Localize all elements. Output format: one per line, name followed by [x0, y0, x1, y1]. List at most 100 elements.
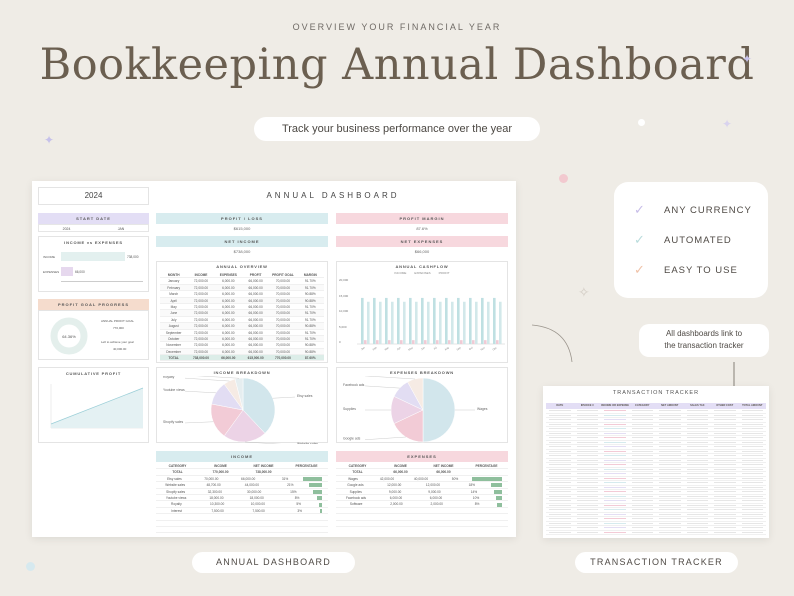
tracker-row[interactable] — [546, 427, 766, 432]
table-row: March 72,000.00 6,000.00 66,000.00 70,000.00… — [160, 291, 324, 298]
tracker-cell — [604, 455, 626, 457]
tracker-cell — [714, 509, 736, 511]
table-row: Royalty 10,300.00 10,000.00 5% — [156, 501, 328, 508]
tracker-row[interactable] — [546, 531, 766, 535]
tracker-row[interactable] — [546, 517, 766, 522]
pie-leader-line — [364, 376, 416, 380]
percentage-bar — [313, 489, 322, 494]
income-vs-expenses-card: INCOME vs EXPENSES INCOME 738,000 EXPENS… — [38, 236, 149, 292]
tracker-row[interactable] — [546, 508, 766, 513]
tracker-cell — [576, 423, 598, 425]
tracker-cell — [549, 459, 571, 461]
pie-label: Facebook ads — [343, 383, 365, 387]
tracker-row[interactable] — [546, 472, 766, 477]
tracker-row[interactable] — [546, 436, 766, 441]
tracker-row[interactable] — [546, 445, 766, 450]
tracker-row[interactable] — [546, 522, 766, 526]
tracker-cell — [741, 428, 763, 430]
tracker-row[interactable] — [546, 481, 766, 486]
tracker-row[interactable] — [546, 441, 766, 445]
table-cell: 738,000.00 — [255, 470, 272, 475]
tracker-row[interactable] — [546, 495, 766, 499]
tracker-cell — [631, 473, 653, 475]
tracker-cell — [549, 486, 571, 488]
tracker-cell — [576, 477, 598, 479]
cashflow-bar — [463, 301, 466, 344]
link-note: All dashboards link to the transaction t… — [639, 324, 769, 357]
tracker-cell — [686, 491, 708, 493]
tracker-row[interactable] — [546, 526, 766, 531]
tracker-row[interactable] — [546, 423, 766, 427]
tracker-cell — [631, 423, 653, 425]
percentage-bar — [317, 496, 322, 501]
feature-easy-to-use: ✓ EASY TO USE — [634, 262, 738, 278]
tracker-cell — [549, 477, 571, 479]
table-cell — [379, 521, 422, 526]
cashflow-bar — [412, 340, 415, 344]
table-cell: PERCENTAGE — [295, 464, 318, 468]
pie-slice — [422, 377, 456, 443]
tracker-cell — [659, 486, 681, 488]
tracker-row[interactable] — [546, 409, 766, 414]
cashflow-bar — [487, 301, 490, 344]
tracker-cell — [714, 527, 736, 529]
tracker-row[interactable] — [546, 477, 766, 481]
tracker-cell — [631, 491, 653, 493]
start-date-fields[interactable]: 2024 JAN — [38, 224, 149, 232]
table-cell: 31% — [281, 476, 289, 481]
table-cell: 70,000.00 — [275, 330, 291, 335]
table-cell: 90.88% — [304, 324, 316, 329]
tracker-cell — [659, 504, 681, 506]
table-cell — [422, 508, 465, 513]
table-cell: 70,000.00 — [275, 336, 291, 341]
table-cell — [199, 527, 242, 532]
tracker-row[interactable] — [546, 414, 766, 418]
tracker-cell — [549, 464, 571, 466]
tracker-row[interactable] — [546, 504, 766, 508]
tracker-cell — [686, 423, 708, 425]
percentage-bar — [491, 483, 502, 488]
tracker-row[interactable] — [546, 432, 766, 436]
x-tick-label: Oct — [468, 345, 474, 351]
tracker-cell — [631, 527, 653, 529]
income-table-label: INCOME — [156, 451, 328, 462]
tracker-row[interactable] — [546, 418, 766, 423]
tracker-row[interactable] — [546, 513, 766, 517]
tracker-cell — [659, 414, 681, 416]
table-row: Software 2,000.00 2,000.00 8% — [336, 501, 508, 508]
table-cell: 70,000.00 — [275, 324, 291, 329]
table-row: Interest 7,500.00 7,500.00 3% — [156, 508, 328, 515]
table-cell — [285, 527, 328, 532]
decor-dot — [26, 562, 35, 571]
table-cell: 10,000.00 — [250, 502, 265, 507]
table-row: August 72,000.00 6,000.00 66,000.00 70,000.0… — [160, 323, 324, 330]
tracker-cell — [714, 414, 736, 416]
table-cell: 72,000.00 — [193, 304, 209, 309]
table-cell: 66,000.00 — [436, 470, 451, 475]
features-card: ✓ ANY CURRENCY ✓ AUTOMATED ✓ EASY TO USE — [614, 182, 768, 298]
tracker-cell — [604, 531, 626, 533]
table-total-row: TOTAL 66,000.00 66,000.00 — [336, 469, 508, 476]
tracker-row[interactable] — [546, 486, 766, 490]
tracker-row[interactable] — [546, 463, 766, 468]
tracker-cell — [631, 468, 653, 470]
tracker-row[interactable] — [546, 490, 766, 495]
tracker-cell — [549, 473, 571, 475]
tracker-row[interactable] — [546, 450, 766, 454]
tracker-cell — [576, 459, 598, 461]
table-row: May 72,000.00 6,000.00 66,000.00 70,000.00 91… — [160, 304, 324, 311]
tracker-row[interactable] — [546, 468, 766, 472]
tracker-cell — [686, 419, 708, 421]
tracker-row[interactable] — [546, 499, 766, 504]
table-cell: 50% — [451, 476, 459, 481]
tracker-cell — [576, 410, 598, 412]
year-selector[interactable]: 2024 — [38, 187, 149, 205]
table-cell: 9,000.00 — [428, 489, 441, 494]
tracker-cell — [604, 495, 626, 497]
tracker-cell — [714, 491, 736, 493]
table-cell: 66,000.00 — [248, 336, 263, 341]
tracker-row[interactable] — [546, 459, 766, 463]
tracker-row[interactable] — [546, 454, 766, 459]
annual-cashflow-label: ANNUAL CASHFLOW — [395, 264, 449, 269]
table-cell: 66,000.00 — [248, 317, 263, 322]
